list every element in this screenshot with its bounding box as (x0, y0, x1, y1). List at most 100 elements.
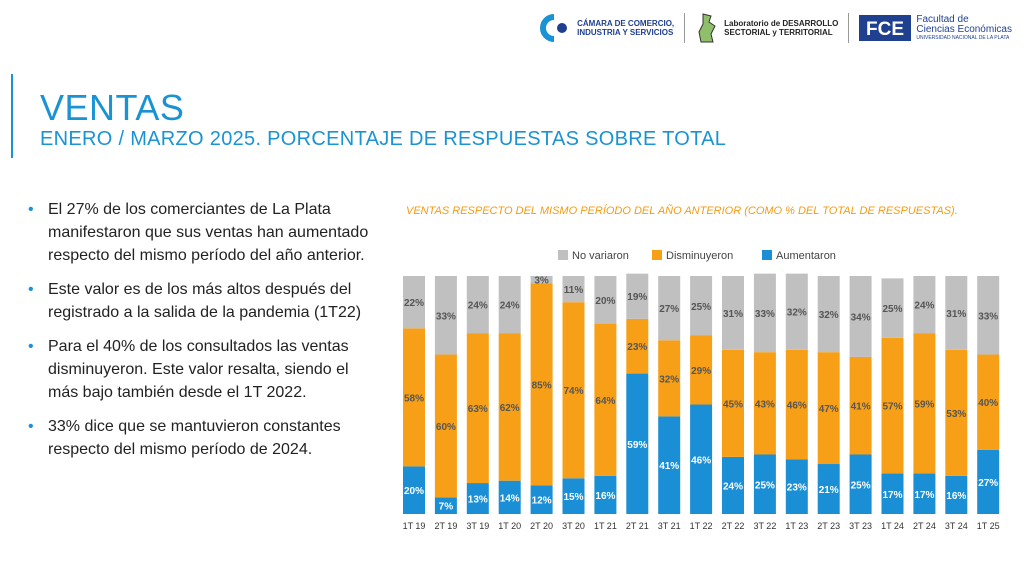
bar-0-13 (817, 464, 840, 514)
x-tick-label-5: 3T 20 (562, 521, 585, 531)
data-label-1-17: 53% (946, 409, 966, 420)
bar-0-14 (849, 454, 872, 514)
data-label-1-15: 57% (882, 402, 902, 413)
camara-logo: CÁMARA DE COMERCIO, INDUSTRIA Y SERVICIO… (534, 13, 674, 43)
bar-1-5 (562, 302, 585, 479)
bullet-list: El 27% de los comerciantes de La Plata m… (28, 198, 378, 472)
data-label-2-14: 34% (851, 312, 871, 323)
x-tick-label-15: 1T 24 (881, 521, 904, 531)
bar-2-16 (913, 276, 936, 334)
bar-1-4 (530, 283, 553, 486)
fce-mark-icon: FCE (859, 15, 912, 41)
x-tick-label-11: 3T 22 (753, 521, 776, 531)
data-label-1-0: 58% (404, 393, 424, 404)
bar-0-10 (722, 456, 744, 514)
bar-1-3 (498, 333, 521, 481)
page-title: VENTAS (40, 87, 185, 128)
bar-2-0 (403, 276, 425, 329)
data-label-1-9: 29% (691, 366, 711, 377)
bar-0-15 (881, 473, 904, 514)
bar-0-16 (913, 473, 936, 514)
bar-1-11 (753, 352, 776, 455)
bar-0-11 (753, 454, 776, 514)
data-label-2-16: 24% (914, 301, 934, 312)
camara-c-icon (540, 14, 568, 42)
data-label-0-13: 21% (819, 485, 839, 496)
data-label-0-0: 20% (404, 486, 424, 497)
bar-2-15 (881, 278, 904, 338)
bar-0-7 (626, 373, 649, 514)
logo-separator (684, 13, 686, 43)
bar-2-17 (945, 276, 968, 350)
data-label-1-4: 85% (532, 380, 552, 391)
data-label-2-3: 24% (500, 301, 520, 312)
data-label-1-10: 45% (723, 399, 743, 410)
bar-1-15 (881, 337, 904, 474)
bar-2-5 (562, 276, 585, 303)
data-label-0-10: 24% (723, 481, 743, 492)
data-label-0-5: 15% (563, 492, 583, 503)
legend-label-1: Disminuyeron (666, 250, 733, 262)
data-label-2-17: 31% (946, 309, 966, 320)
data-label-2-2: 24% (468, 301, 488, 312)
data-label-0-11: 25% (755, 480, 775, 491)
data-label-1-14: 41% (851, 402, 871, 413)
bar-1-1 (434, 354, 457, 498)
data-label-0-1: 7% (439, 502, 454, 513)
bar-1-17 (945, 349, 968, 476)
x-tick-label-8: 3T 21 (658, 521, 681, 531)
bullet-item: El 27% de los comerciantes de La Plata m… (28, 198, 378, 267)
data-label-2-13: 32% (819, 310, 839, 321)
data-label-2-18: 33% (978, 311, 998, 322)
title-accent-line (11, 74, 13, 158)
x-tick-label-6: 1T 21 (594, 521, 617, 531)
data-label-1-12: 46% (787, 401, 807, 412)
data-label-0-3: 14% (500, 493, 520, 504)
page-subtitle: ENERO / MARZO 2025. PORCENTAJE DE RESPUE… (40, 128, 727, 150)
data-label-2-8: 27% (659, 304, 679, 315)
data-label-1-6: 64% (595, 396, 615, 407)
data-label-2-4: 3% (534, 276, 549, 287)
fce-logo: FCE Facultad de Ciencias Económicas UNIV… (859, 15, 1012, 41)
bar-1-18 (977, 354, 1000, 450)
x-tick-label-7: 2T 21 (626, 521, 649, 531)
legend-swatch-1 (652, 250, 662, 260)
x-tick-label-18: 1T 25 (977, 521, 1000, 531)
bullet-item: Para el 40% de los consultados las venta… (28, 335, 378, 404)
bar-0-5 (562, 478, 585, 514)
bar-2-12 (785, 273, 808, 350)
bar-1-10 (722, 349, 744, 457)
bar-2-6 (594, 276, 617, 324)
data-label-0-4: 12% (532, 496, 552, 507)
data-label-1-5: 74% (563, 386, 583, 397)
x-tick-label-2: 3T 19 (466, 521, 489, 531)
data-label-1-7: 23% (627, 342, 647, 353)
legend-label-2: Aumentaron (776, 250, 836, 262)
bar-1-12 (785, 349, 808, 460)
bar-0-18 (977, 449, 1000, 514)
province-map-icon (698, 13, 716, 43)
bar-0-4 (530, 485, 553, 514)
legend-swatch-0 (558, 250, 568, 260)
data-label-0-14: 25% (851, 480, 871, 491)
bar-2-13 (817, 276, 840, 353)
bar-1-7 (626, 318, 649, 374)
bar-2-10 (722, 276, 744, 350)
data-label-0-6: 16% (595, 491, 615, 502)
x-tick-label-4: 2T 20 (530, 521, 553, 531)
bar-1-8 (658, 340, 681, 417)
data-label-2-5: 11% (564, 285, 584, 296)
data-label-2-10: 31% (723, 309, 743, 320)
bar-2-4 (530, 276, 553, 284)
x-tick-label-17: 3T 24 (945, 521, 968, 531)
x-tick-label-12: 1T 23 (785, 521, 808, 531)
bar-0-3 (498, 480, 521, 514)
data-label-2-1: 33% (436, 311, 456, 322)
logo-separator-2 (848, 13, 850, 43)
bar-2-9 (690, 276, 713, 336)
bar-1-2 (466, 333, 489, 484)
x-tick-label-9: 1T 22 (690, 521, 713, 531)
header-logos: CÁMARA DE COMERCIO, INDUSTRIA Y SERVICIO… (534, 8, 1012, 48)
data-label-2-15: 25% (882, 304, 902, 315)
bar-2-11 (753, 273, 776, 353)
